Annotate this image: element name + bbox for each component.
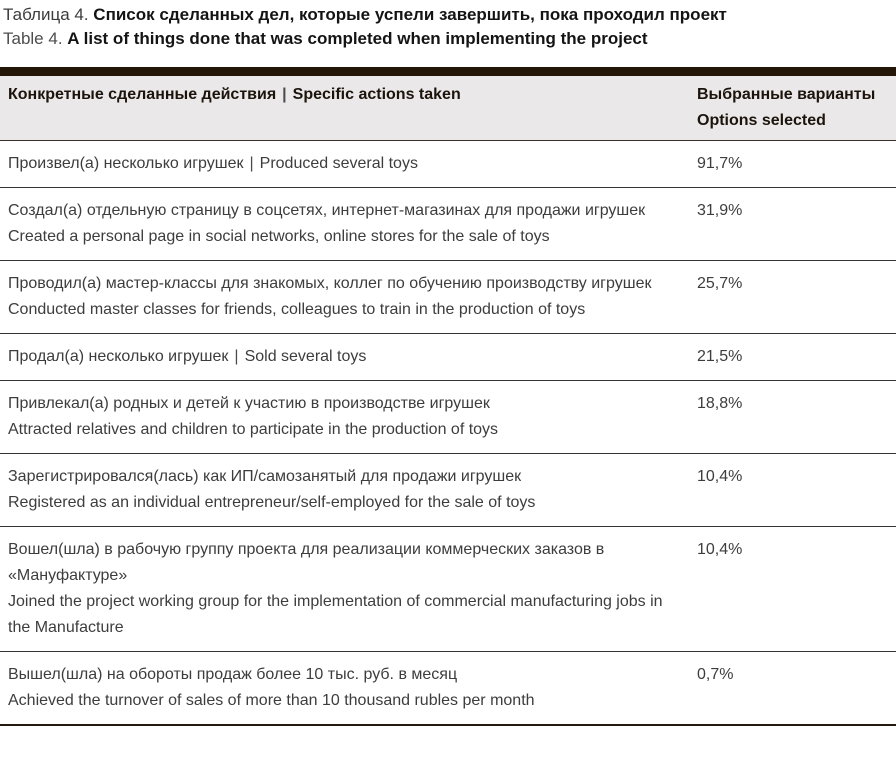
action-text-ru: Вошел(шла) в рабочую группу проекта для … — [8, 541, 605, 584]
action-text-en: Attracted relatives and children to part… — [8, 421, 499, 438]
table-body: Произвел(а) несколько игрушек | Produced s… — [0, 141, 896, 724]
action-text-en: Joined the project working group for the… — [8, 593, 663, 636]
action-cell: Проводил(а) мастер-классы для знакомых, … — [0, 271, 689, 323]
action-cell: Создал(а) отдельную страницу в соцсетях,… — [0, 198, 689, 250]
header-options-en: Options selected — [697, 112, 826, 129]
table-row: Вышел(шла) на обороты продаж более 10 ты… — [0, 652, 896, 724]
caption-line-en: Table 4. A list of things done that was … — [3, 27, 890, 51]
action-cell: Зарегистрировался(лась) как ИП/самозанят… — [0, 464, 689, 516]
table-row: Вошел(шла) в рабочую группу проекта для … — [0, 527, 896, 652]
action-text-ru: Проводил(а) мастер-классы для знакомых, … — [8, 275, 652, 292]
table-row: Создал(а) отдельную страницу в соцсетях,… — [0, 188, 896, 261]
data-table: Конкретные сделанные действия | Specific a… — [0, 67, 896, 726]
percent-value: 10,4% — [697, 541, 743, 558]
action-text-ru: Зарегистрировался(лась) как ИП/самозанят… — [8, 468, 522, 485]
pipe-separator: | — [249, 155, 254, 172]
percent-value: 21,5% — [697, 348, 743, 365]
header-pipe-separator: | — [282, 86, 287, 103]
caption-line-ru: Таблица 4. Список сделанных дел, которые… — [3, 3, 890, 27]
table-row: Произвел(а) несколько игрушек | Produced s… — [0, 141, 896, 188]
header-actions-column: Конкретные сделанные действия | Specific a… — [0, 82, 689, 134]
table-row: Продал(а) несколько игрушек | Sold several… — [0, 334, 896, 381]
caption-en-label: Table 4. — [3, 29, 63, 48]
caption-ru-label: Таблица 4. — [3, 5, 89, 24]
action-text-ru: Вышел(шла) на обороты продаж более 10 ты… — [8, 666, 458, 683]
action-text-en: Registered as an individual entrepreneur… — [8, 494, 536, 511]
percent-value: 0,7% — [697, 666, 734, 683]
header-options-column: Выбранные варианты Options selected — [689, 82, 896, 134]
pipe-separator: | — [234, 348, 239, 365]
table-row: Проводил(а) мастер-классы для знакомых, … — [0, 261, 896, 334]
action-cell: Произвел(а) несколько игрушек | Produced s… — [0, 151, 689, 177]
percent-value: 31,9% — [697, 202, 743, 219]
action-cell: Вышел(шла) на обороты продаж более 10 ты… — [0, 662, 689, 714]
header-actions-ru: Конкретные сделанные действия — [8, 86, 277, 103]
percent-value: 18,8% — [697, 395, 743, 412]
action-text-en: Conducted master classes for friends, co… — [8, 301, 586, 318]
action-cell: Вошел(шла) в рабочую группу проекта для … — [0, 537, 689, 641]
page: Таблица 4. Список сделанных дел, которые… — [0, 0, 896, 726]
action-text-ru: Создал(а) отдельную страницу в соцсетях,… — [8, 202, 646, 219]
action-text-inline: Продал(а) несколько игрушек | Sold several… — [8, 348, 367, 365]
action-cell: Продал(а) несколько игрушек | Sold several… — [0, 344, 689, 370]
header-actions-en: Specific actions taken — [292, 86, 461, 103]
table-row: Привлекал(а) родных и детей к участию в … — [0, 381, 896, 454]
caption-ru-text: Список сделанных дел, которые успели зав… — [93, 5, 727, 24]
percent-value: 25,7% — [697, 275, 743, 292]
action-text-inline: Произвел(а) несколько игрушек | Produced s… — [8, 155, 418, 172]
table-caption: Таблица 4. Список сделанных дел, которые… — [0, 0, 896, 51]
caption-en-text: A list of things done that was completed… — [67, 29, 648, 48]
action-text-en: Achieved the turnover of sales of more t… — [8, 692, 535, 709]
table-header-row: Конкретные сделанные действия | Specific a… — [0, 76, 896, 141]
percent-value: 91,7% — [697, 155, 743, 172]
header-options-ru: Выбранные варианты — [697, 86, 876, 103]
action-text-ru: Привлекал(а) родных и детей к участию в … — [8, 395, 490, 412]
action-cell: Привлекал(а) родных и детей к участию в … — [0, 391, 689, 443]
action-text-en: Created a personal page in social networ… — [8, 228, 550, 245]
table-row: Зарегистрировался(лась) как ИП/самозанят… — [0, 454, 896, 527]
percent-value: 10,4% — [697, 468, 743, 485]
